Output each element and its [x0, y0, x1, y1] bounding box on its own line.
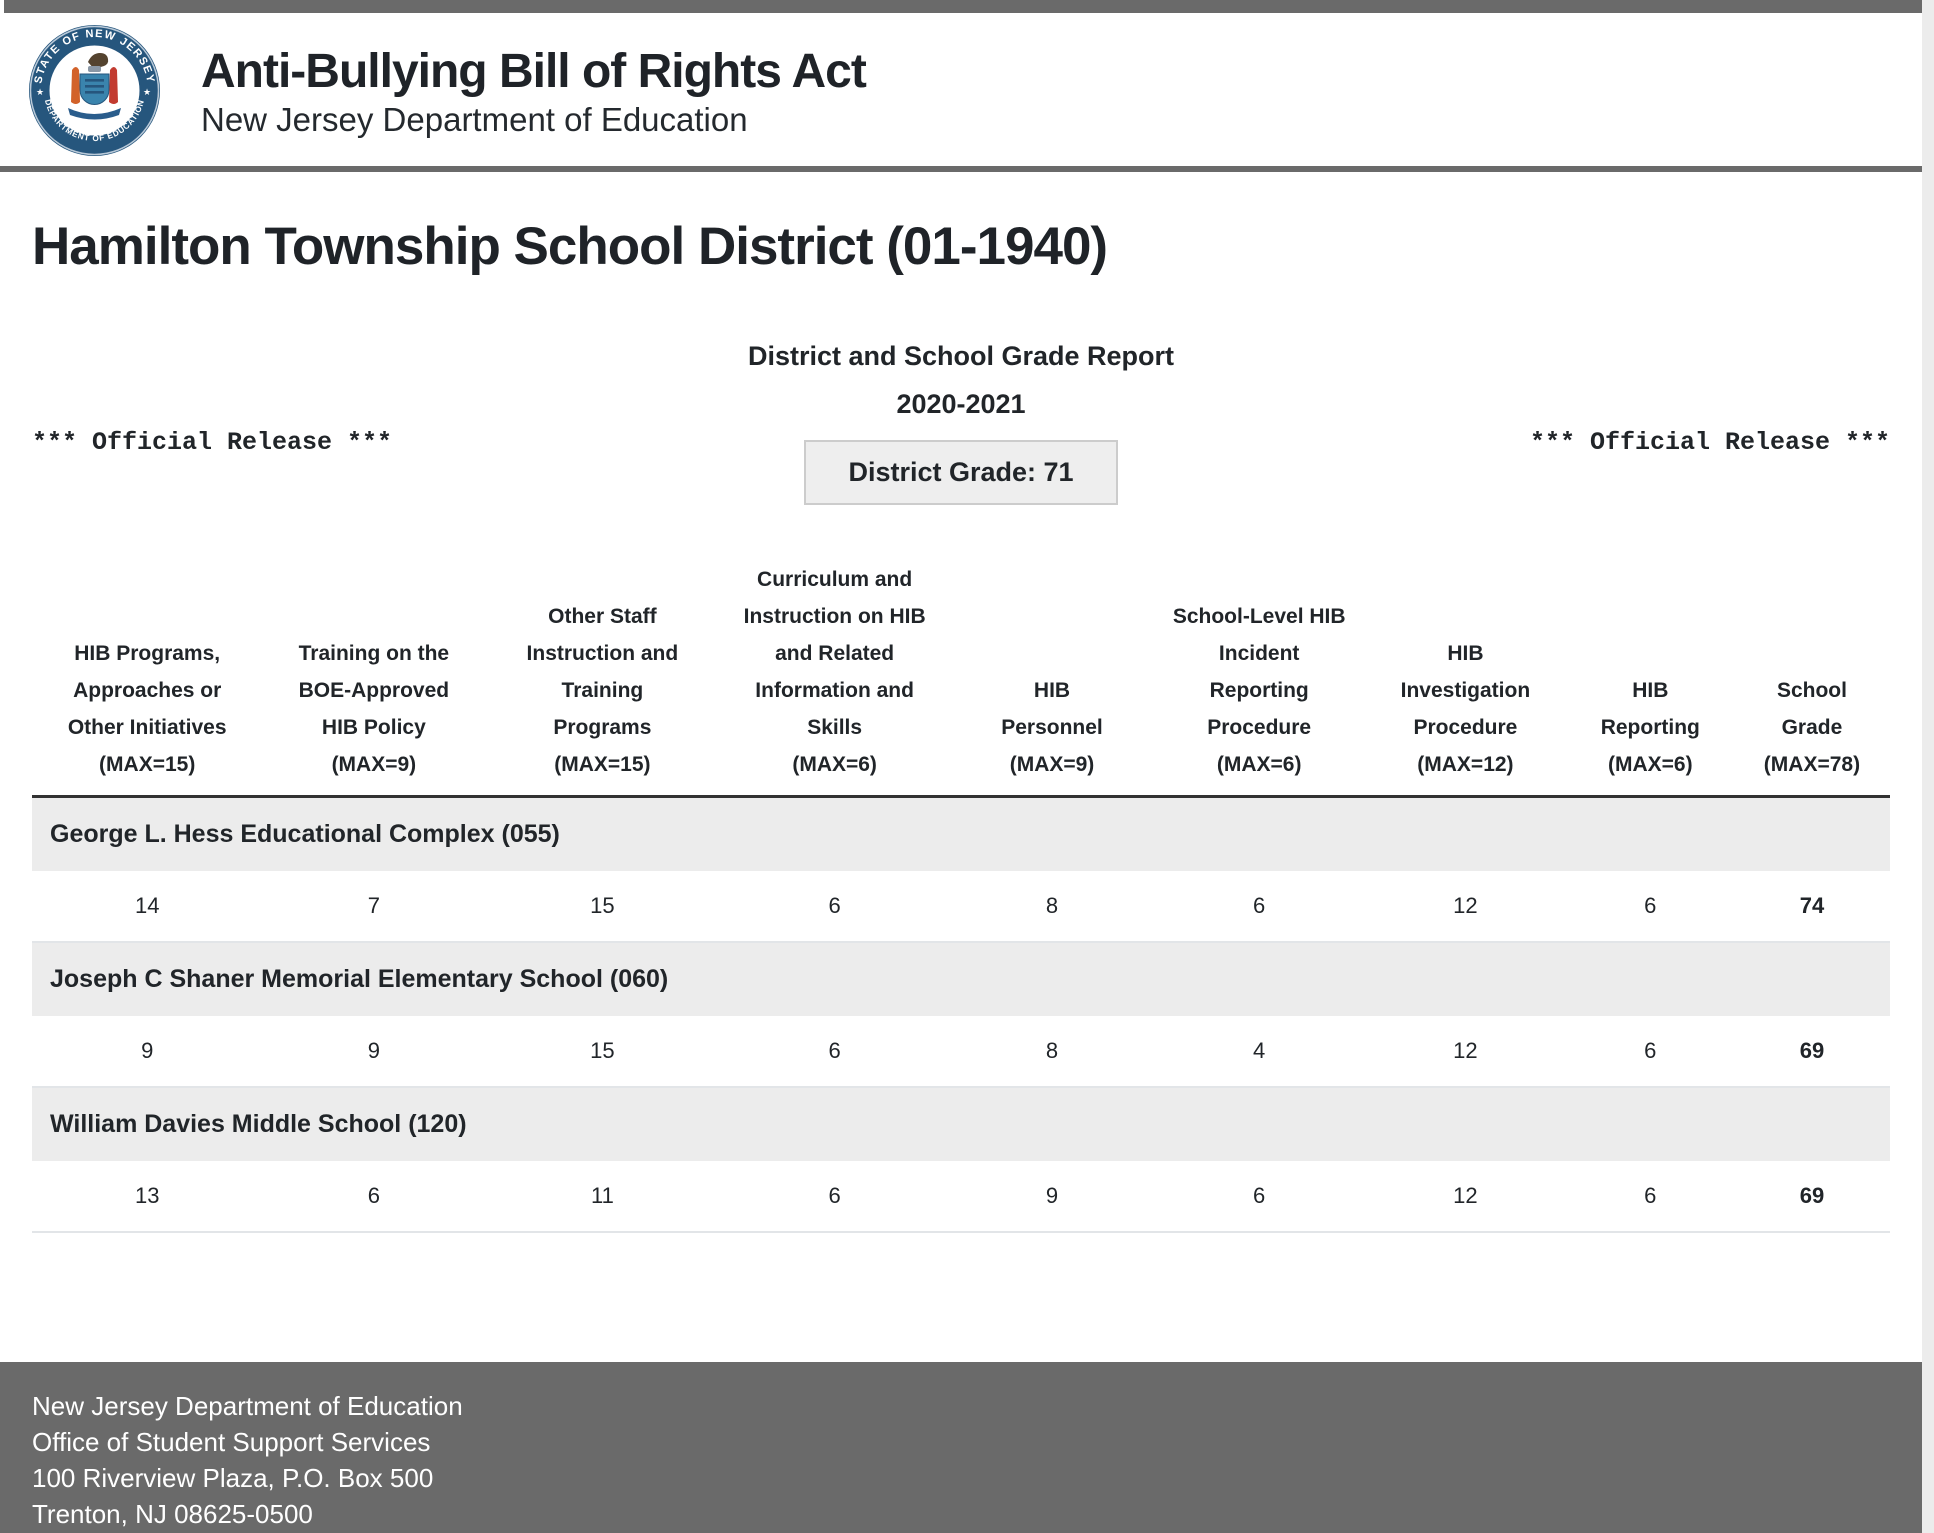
- column-header: HIB Personnel (MAX=9): [949, 561, 1155, 798]
- brand-text: Anti-Bullying Bill of Rights Act New Jer…: [201, 43, 867, 139]
- column-header: Curriculum and Instruction on HIB and Re…: [719, 561, 950, 798]
- score-cell: 8: [949, 1016, 1155, 1088]
- score-cell: 9: [949, 1161, 1155, 1233]
- release-row: *** Official Release *** District Grade:…: [32, 426, 1890, 505]
- school-band-row: William Davies Middle School (120): [32, 1087, 1890, 1161]
- footer-line: Trenton, NJ 08625-0500: [32, 1499, 313, 1529]
- score-cell: 6: [1566, 1016, 1734, 1088]
- school-grade-cell: 69: [1733, 1016, 1890, 1088]
- school-name: George L. Hess Educational Complex (055): [32, 796, 1890, 871]
- column-header: Training on the BOE-Approved HIB Policy …: [262, 561, 486, 798]
- nj-doe-seal-logo: STATE OF NEW JERSEY DEPARTMENT OF EDUCAT…: [29, 25, 160, 156]
- score-cell: 6: [1154, 1161, 1365, 1233]
- score-cell: 6: [1154, 871, 1365, 943]
- school-grade-cell: 74: [1733, 871, 1890, 943]
- svg-text:★: ★: [143, 87, 151, 97]
- score-cell: 6: [719, 871, 950, 943]
- score-cell: 8: [949, 871, 1155, 943]
- score-cell: 11: [485, 1161, 720, 1233]
- footer-line: 100 Riverview Plaza, P.O. Box 500: [32, 1463, 434, 1493]
- report-body: Hamilton Township School District (01-19…: [0, 216, 1922, 1233]
- score-cell: 7: [262, 871, 486, 943]
- score-cell: 6: [262, 1161, 486, 1233]
- school-name: Joseph C Shaner Memorial Elementary Scho…: [32, 942, 1890, 1016]
- report-year: 2020-2021: [896, 389, 1026, 419]
- school-scores-row: 13 6 11 6 9 6 12 6 69: [32, 1161, 1890, 1233]
- column-header: HIB Programs, Approaches or Other Initia…: [32, 561, 263, 798]
- table-header-row: HIB Programs, Approaches or Other Initia…: [32, 561, 1890, 798]
- score-cell: 6: [719, 1161, 950, 1233]
- score-cell: 6: [1566, 1161, 1734, 1233]
- column-header: HIB Investigation Procedure (MAX=12): [1364, 561, 1567, 798]
- official-release-right: *** Official Release ***: [1529, 428, 1890, 457]
- column-header: School-Level HIB Incident Reporting Proc…: [1154, 561, 1365, 798]
- score-cell: 12: [1364, 871, 1567, 943]
- score-cell: 6: [719, 1016, 950, 1088]
- app-subtitle: New Jersey Department of Education: [201, 101, 748, 139]
- top-accent-bar: [4, 0, 1922, 13]
- score-cell: 15: [485, 871, 720, 943]
- scrollbar[interactable]: [1922, 0, 1934, 1533]
- school-band-row: Joseph C Shaner Memorial Elementary Scho…: [32, 942, 1890, 1016]
- app-title: Anti-Bullying Bill of Rights Act: [201, 44, 867, 98]
- column-header: School Grade (MAX=78): [1733, 561, 1890, 798]
- score-cell: 12: [1364, 1161, 1567, 1233]
- report-title: District and School Grade Report: [747, 341, 1175, 371]
- score-cell: 14: [32, 871, 263, 943]
- column-header: Other Staff Instruction and Training Pro…: [485, 561, 720, 798]
- score-cell: 4: [1154, 1016, 1365, 1088]
- footer-line: Office of Student Support Services: [32, 1427, 431, 1457]
- school-scores-row: 9 9 15 6 8 4 12 6 69: [32, 1016, 1890, 1088]
- score-cell: 13: [32, 1161, 263, 1233]
- score-cell: 15: [485, 1016, 720, 1088]
- score-cell: 9: [262, 1016, 486, 1088]
- score-cell: 12: [1364, 1016, 1567, 1088]
- site-header: STATE OF NEW JERSEY DEPARTMENT OF EDUCAT…: [0, 13, 1934, 166]
- school-scores-row: 14 7 15 6 8 6 12 6 74: [32, 871, 1890, 943]
- header-divider: [0, 166, 1922, 172]
- footer-line: New Jersey Department of Education: [32, 1391, 463, 1421]
- score-cell: 6: [1566, 871, 1734, 943]
- score-cell: 9: [32, 1016, 263, 1088]
- district-grade-box: District Grade: 71: [804, 440, 1118, 505]
- official-release-left: *** Official Release ***: [32, 428, 393, 457]
- school-band-row: George L. Hess Educational Complex (055): [32, 796, 1890, 871]
- school-grade-cell: 69: [1733, 1161, 1890, 1233]
- page-title: Hamilton Township School District (01-19…: [32, 217, 1108, 276]
- column-header: HIB Reporting (MAX=6): [1566, 561, 1734, 798]
- grade-report-table: HIB Programs, Approaches or Other Initia…: [32, 561, 1890, 1233]
- svg-text:★: ★: [36, 87, 44, 97]
- page-footer: New Jersey Department of Education Office…: [0, 1362, 1922, 1533]
- school-name: William Davies Middle School (120): [32, 1087, 1890, 1161]
